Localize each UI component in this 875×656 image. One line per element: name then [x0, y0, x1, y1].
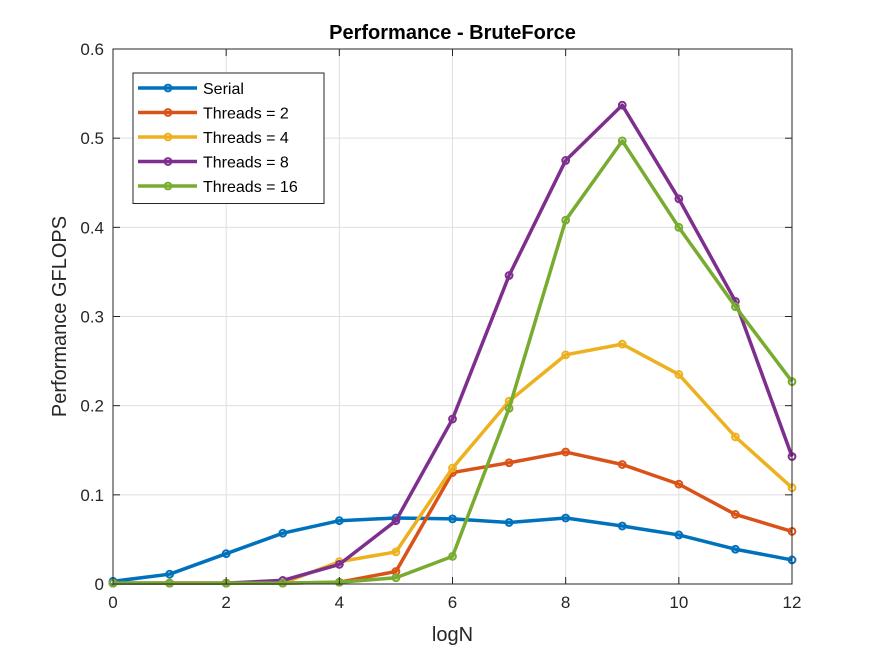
data-point: [617, 460, 627, 469]
data-point: [448, 551, 457, 561]
legend-item: Threads = 2: [138, 106, 289, 123]
data-point: [504, 271, 514, 280]
x-tick-label: 12: [783, 593, 802, 612]
x-tick-label: 10: [669, 593, 688, 612]
data-point: [391, 516, 401, 526]
data-point: [221, 549, 231, 559]
data-point: [731, 510, 740, 519]
data-point: [674, 194, 684, 204]
y-tick-label: 0.5: [80, 129, 104, 148]
y-tick-label: 0.3: [80, 308, 104, 327]
axis-ticks: 0 2 4 6 8 10 12 0 0.1 0.2 0.3 0.4 0.5 0.6: [80, 40, 801, 612]
data-point: [504, 403, 514, 413]
data-point: [617, 521, 627, 531]
data-point: [561, 350, 571, 360]
legend-item: Serial: [138, 81, 244, 98]
data-point: [504, 518, 514, 527]
data-point: [674, 222, 684, 232]
data-point: [731, 544, 740, 554]
legend: Serial Threads = 2 Threads = 4 Threads = 8 T…: [132, 72, 325, 204]
chart-title: Performance - BruteForce: [329, 22, 576, 44]
y-tick-label: 0.2: [80, 397, 104, 416]
legend-swatch-marker: [163, 181, 173, 191]
x-tick-label: 2: [221, 593, 230, 612]
legend-label: Threads = 2: [203, 106, 289, 123]
y-tick-label: 0.4: [80, 218, 104, 237]
data-point: [448, 414, 457, 424]
data-point: [674, 479, 684, 489]
data-point: [561, 156, 571, 165]
x-tick-label: 6: [448, 593, 457, 612]
data-point: [448, 463, 457, 473]
data-point: [731, 302, 740, 312]
legend-label: Serial: [203, 81, 244, 98]
data-point: [674, 530, 684, 540]
data-point: [561, 513, 571, 523]
data-point: [334, 516, 344, 526]
x-tick-label: 0: [108, 593, 117, 612]
y-axis-title: Performance GFLOPS: [49, 216, 71, 417]
data-point: [278, 578, 288, 588]
data-point: [278, 528, 288, 538]
data-point: [165, 578, 174, 588]
x-tick-label: 4: [335, 593, 344, 612]
data-point: [561, 447, 571, 457]
data-point: [617, 100, 627, 110]
series-line: [112, 516, 793, 584]
legend-swatch-marker: [163, 157, 173, 166]
data-point: [391, 573, 401, 583]
data-point: [504, 458, 514, 468]
data-point: [617, 339, 627, 349]
legend-item: Threads = 8: [138, 155, 289, 172]
legend-swatch-marker: [163, 132, 173, 142]
data-point: [334, 559, 344, 569]
data-point: [674, 370, 684, 379]
data-point: [561, 215, 571, 225]
legend-label: Threads = 4: [203, 130, 289, 147]
legend-label: Threads = 8: [203, 155, 289, 172]
y-tick-label: 0: [95, 575, 104, 594]
x-axis-title: logN: [432, 624, 473, 646]
data-point: [617, 136, 627, 146]
y-tick-label: 0.6: [80, 40, 104, 59]
legend-item: Threads = 16: [138, 179, 298, 196]
legend-swatch-marker: [163, 108, 173, 117]
x-tick-label: 8: [561, 593, 570, 612]
legend-swatch-marker: [163, 83, 173, 93]
data-point: [448, 514, 457, 524]
legend-item: Threads = 4: [138, 130, 289, 147]
data-point: [165, 569, 174, 579]
y-tick-label: 0.1: [80, 486, 104, 505]
legend-label: Threads = 16: [203, 179, 298, 196]
data-point: [391, 547, 401, 557]
data-point: [731, 432, 740, 442]
